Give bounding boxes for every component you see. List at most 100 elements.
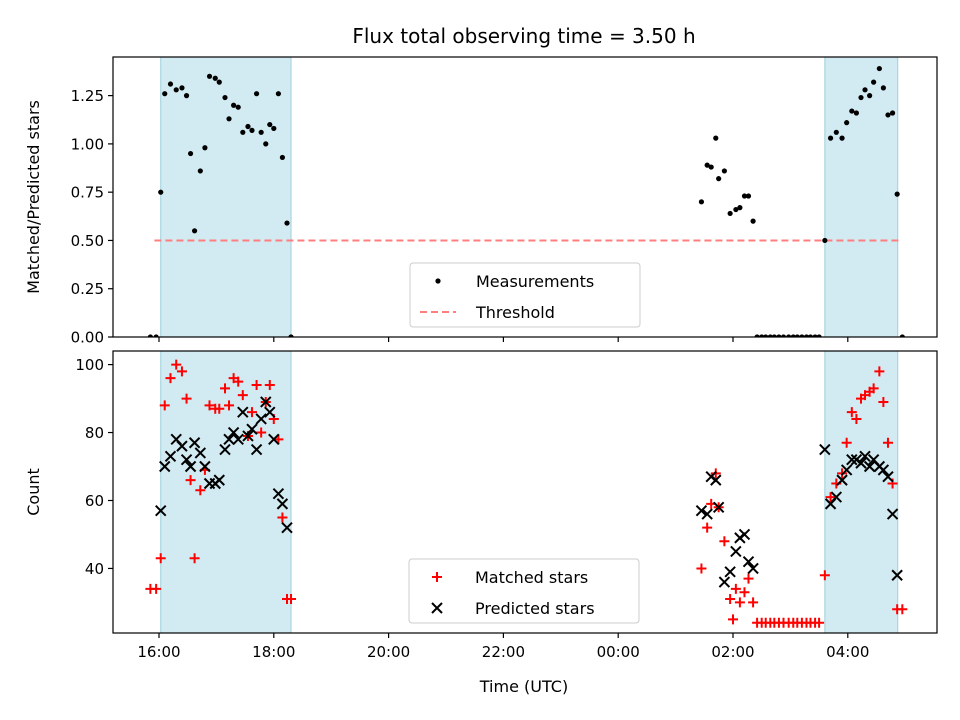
data-point — [833, 129, 839, 135]
data-point — [206, 73, 213, 79]
data-point — [790, 334, 796, 337]
data-point — [868, 383, 879, 394]
data-point — [841, 437, 852, 448]
data-point — [721, 168, 727, 174]
data-point — [240, 129, 246, 135]
y-tick-label: 100 — [75, 356, 104, 374]
data-point — [258, 129, 264, 135]
data-point — [237, 390, 248, 401]
data-point — [246, 407, 257, 418]
y-tick-label: 0.25 — [71, 280, 104, 298]
observing-window-shade — [824, 351, 899, 633]
data-point — [281, 521, 293, 534]
data-point — [827, 135, 834, 141]
data-point — [194, 447, 207, 459]
data-point — [202, 145, 208, 151]
data-point — [716, 176, 722, 182]
data-point — [849, 108, 855, 114]
data-point — [179, 85, 185, 91]
data-point — [825, 492, 836, 503]
data-point — [222, 94, 228, 101]
data-point — [807, 334, 814, 337]
data-point — [237, 406, 249, 418]
count-panel: 40 60 80 100 16:00 18:00 20:00 22:00 00:00 02:00 0… — [24, 350, 938, 661]
data-point — [880, 85, 886, 91]
data-point — [713, 135, 719, 141]
y-tick-label: 0.75 — [71, 184, 104, 202]
legend-marker — [431, 602, 443, 614]
data-point — [271, 125, 277, 132]
data-point — [846, 454, 858, 466]
data-point — [279, 154, 286, 161]
ratio-panel: 0.00 0.25 0.50 0.75 1.00 1.25 Matched/Predicte… — [24, 56, 938, 347]
data-point — [874, 366, 885, 377]
data-point — [219, 443, 231, 456]
data-point — [786, 334, 792, 337]
data-point — [863, 460, 876, 473]
data-point — [742, 555, 755, 568]
x-tick-label: 18:00 — [252, 643, 295, 661]
data-point — [253, 91, 260, 97]
data-point — [812, 334, 818, 337]
legend: Matched stars Predicted stars — [408, 558, 640, 624]
data-point — [173, 87, 179, 93]
data-point — [224, 400, 235, 411]
axes-frame — [112, 56, 938, 338]
data-point — [891, 569, 903, 581]
data-point — [277, 512, 288, 523]
data-point — [737, 205, 743, 211]
data-point — [855, 457, 867, 469]
data-point — [267, 121, 273, 128]
data-point — [840, 464, 853, 476]
legend: Measurements Threshold — [409, 262, 641, 328]
data-point — [187, 150, 194, 157]
data-point — [220, 383, 231, 394]
data-point — [882, 471, 894, 483]
data-point — [164, 450, 177, 463]
data-point — [159, 400, 170, 411]
data-point — [212, 75, 218, 81]
data-point — [263, 141, 269, 147]
data-point — [242, 430, 254, 442]
series-predicted-stars — [155, 396, 903, 588]
x-axis-label: Time (UTC) — [479, 677, 568, 696]
data-point — [858, 94, 864, 101]
data-point — [251, 379, 262, 390]
data-point — [730, 583, 741, 594]
x-tick-label: 00:00 — [597, 643, 640, 661]
y-tick-label: 0.00 — [71, 329, 104, 347]
legend-marker — [432, 572, 442, 582]
data-point — [846, 407, 857, 418]
data-point — [776, 334, 782, 337]
data-point — [288, 334, 294, 337]
data-point — [867, 93, 873, 99]
y-tick-label: 60 — [85, 492, 104, 510]
x-tick-label: 04:00 — [826, 643, 869, 661]
data-point — [803, 334, 810, 337]
data-point — [695, 504, 708, 517]
data-point — [886, 508, 899, 520]
data-point — [272, 487, 285, 500]
data-point — [733, 206, 739, 213]
data-point — [728, 614, 738, 625]
data-point — [894, 191, 900, 197]
data-point — [897, 604, 908, 615]
data-point — [819, 570, 830, 581]
data-point — [750, 218, 756, 224]
data-point — [727, 210, 733, 217]
data-point — [885, 112, 891, 118]
y-tick-label: 0.50 — [71, 232, 104, 250]
data-point — [701, 508, 713, 520]
data-point — [882, 437, 893, 448]
data-point — [183, 93, 190, 99]
data-point — [147, 334, 153, 337]
data-point — [284, 220, 290, 226]
legend-box — [409, 262, 641, 328]
data-point — [185, 475, 196, 486]
data-point — [830, 491, 843, 503]
data-point — [877, 464, 890, 476]
data-point — [246, 423, 258, 435]
data-point — [171, 359, 182, 370]
data-point — [725, 594, 736, 605]
data-point — [245, 123, 251, 130]
